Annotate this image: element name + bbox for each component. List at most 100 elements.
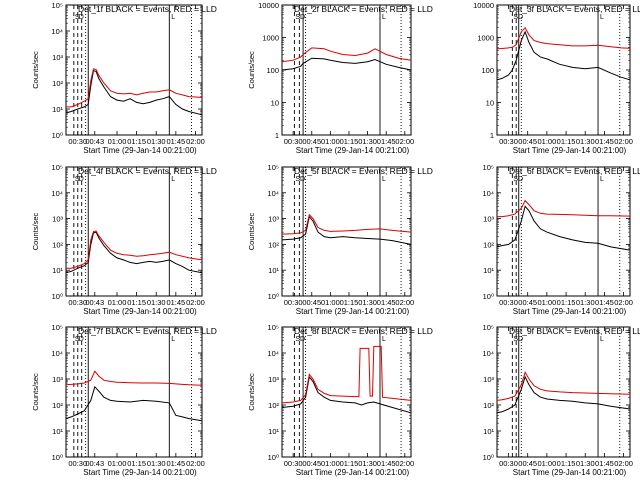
y-tick-label: 10² bbox=[268, 240, 279, 249]
x-tick-label: 01:00 bbox=[537, 298, 556, 307]
x-tick-label: 01:45 bbox=[377, 137, 396, 146]
chart-title: Det_6f BLACK = Events, RED = LLD bbox=[509, 166, 640, 176]
x-tick-label: 02:00 bbox=[614, 459, 633, 468]
plot-frame bbox=[496, 166, 631, 297]
chart-panel-1: Det_1f BLACK = Events, RED = LLD 10⁰ 10¹ 10… bbox=[31, 1, 217, 155]
x-tick-label: 00:30 bbox=[68, 459, 87, 468]
y-tick-label: 10¹ bbox=[52, 427, 63, 436]
chart-panel-4: Det_4f BLACK = Events, RED = LLD 10⁰ 10¹ 10… bbox=[31, 163, 217, 316]
x-axis-label: Start Time (29-Jan-14 00:21:00) bbox=[296, 146, 410, 155]
x-tick-label: 01:30 bbox=[147, 459, 166, 468]
x-axis-label: Start Time (29-Jan-14 00:21:00) bbox=[513, 146, 627, 155]
marker-label: SD bbox=[513, 176, 523, 183]
plot-frame bbox=[65, 326, 203, 458]
chart-panel-7: Det_7f BLACK = Events, RED = LLD 10⁰ 10¹ 10… bbox=[31, 323, 217, 477]
marker-label: S bbox=[75, 336, 80, 343]
lld-series-line bbox=[496, 26, 631, 50]
y-tick-label: 10¹ bbox=[483, 427, 494, 436]
x-tick-label: 01:45 bbox=[166, 137, 185, 146]
marker-label: L bbox=[600, 176, 604, 183]
chart-title: Det_3f BLACK = Events, RED = LLD bbox=[509, 4, 640, 14]
x-tick-label: 01:15 bbox=[127, 459, 146, 468]
y-tick-label: 10⁵ bbox=[483, 163, 494, 172]
x-tick-label: 00:30 bbox=[499, 459, 518, 468]
y-tick-label: 10⁵ bbox=[52, 163, 63, 172]
marker-label: L bbox=[382, 176, 386, 183]
events-series-line bbox=[65, 385, 203, 422]
y-tick-label: 10¹ bbox=[52, 105, 63, 114]
y-axis-label: Counts/sec bbox=[31, 373, 40, 411]
x-tick-label: 01:00 bbox=[321, 298, 340, 307]
events-series-line bbox=[281, 215, 412, 245]
x-tick-label: 00:45 bbox=[302, 459, 321, 468]
y-tick-label: 10 bbox=[486, 99, 494, 108]
y-tick-label: 10⁴ bbox=[51, 189, 63, 198]
x-tick-label: 00:30 bbox=[284, 298, 303, 307]
plot-frame bbox=[65, 166, 203, 297]
lld-series-line bbox=[66, 230, 203, 269]
marker-label: SD bbox=[295, 176, 305, 183]
y-tick-label: 10⁴ bbox=[482, 349, 494, 358]
x-tick-label: 01:15 bbox=[340, 137, 359, 146]
marker-label: L bbox=[171, 336, 175, 343]
x-tick-label: 01:00 bbox=[321, 137, 340, 146]
lld-series-line bbox=[281, 213, 412, 235]
marker-label: SD bbox=[513, 336, 523, 343]
lld-series-line bbox=[497, 199, 631, 218]
y-tick-label: 10⁵ bbox=[268, 163, 279, 172]
marker-label: S bbox=[75, 14, 80, 21]
lld-series-line bbox=[281, 345, 412, 404]
x-tick-label: 00:45 bbox=[518, 137, 537, 146]
y-tick-label: 10 bbox=[271, 99, 279, 108]
x-tick-label: 01:30 bbox=[358, 298, 377, 307]
x-tick-label: 02:00 bbox=[395, 137, 414, 146]
x-axis-label: Start Time (29-Jan-14 00:21:00) bbox=[83, 468, 197, 477]
x-tick-label: 00:43 bbox=[85, 137, 104, 146]
y-tick-label: 1 bbox=[490, 131, 494, 140]
marker-label: D bbox=[79, 14, 84, 21]
y-tick-label: 10³ bbox=[268, 375, 279, 384]
x-tick-label: 01:00 bbox=[537, 137, 556, 146]
y-tick-label: 100 bbox=[481, 66, 494, 75]
y-tick-label: 10¹ bbox=[52, 266, 63, 275]
y-tick-label: 10⁰ bbox=[483, 292, 494, 301]
y-tick-label: 1000 bbox=[477, 34, 494, 43]
y-tick-label: 10² bbox=[52, 79, 63, 88]
marker-label: L bbox=[382, 14, 386, 21]
x-tick-label: 00:43 bbox=[85, 459, 104, 468]
events-series-line bbox=[281, 57, 412, 71]
chart-title: Det_8f BLACK = Events, RED = LLD bbox=[294, 326, 433, 336]
y-tick-label: 10⁰ bbox=[52, 292, 63, 301]
events-series-line bbox=[281, 375, 412, 414]
x-tick-label: 00:45 bbox=[518, 459, 537, 468]
x-tick-label: 01:15 bbox=[340, 459, 359, 468]
x-axis-label: Start Time (29-Jan-14 00:21:00) bbox=[296, 307, 410, 316]
marker-label: SD bbox=[295, 336, 305, 343]
y-tick-label: 10000 bbox=[258, 1, 279, 10]
y-axis-label: Counts/sec bbox=[247, 373, 256, 411]
y-tick-label: 10⁵ bbox=[268, 323, 279, 332]
x-tick-label: 02:00 bbox=[186, 298, 205, 307]
y-tick-label: 10⁰ bbox=[268, 453, 279, 462]
marker-label: L bbox=[171, 14, 175, 21]
x-tick-label: 01:00 bbox=[108, 298, 127, 307]
y-tick-label: 100 bbox=[266, 66, 279, 75]
x-tick-label: 00:30 bbox=[284, 459, 303, 468]
plot-frame bbox=[496, 326, 631, 458]
chart-title: Det_4f BLACK = Events, RED = LLD bbox=[78, 166, 217, 176]
marker-label: S bbox=[75, 176, 80, 183]
x-tick-label: 01:30 bbox=[147, 137, 166, 146]
y-tick-label: 10² bbox=[483, 240, 494, 249]
x-tick-label: 01:30 bbox=[147, 298, 166, 307]
x-tick-label: 02:00 bbox=[614, 137, 633, 146]
x-tick-label: 00:30 bbox=[499, 298, 518, 307]
y-tick-label: 1 bbox=[275, 131, 279, 140]
x-tick-label: 01:15 bbox=[340, 298, 359, 307]
x-axis-label: Start Time (29-Jan-14 00:21:00) bbox=[296, 468, 410, 477]
x-tick-label: 01:15 bbox=[557, 459, 576, 468]
y-tick-label: 10³ bbox=[52, 375, 63, 384]
lld-series-line bbox=[281, 47, 412, 63]
y-tick-label: 10⁰ bbox=[483, 453, 494, 462]
x-axis-label: Start Time (29-Jan-14 00:21:00) bbox=[83, 146, 197, 155]
chart-title: Det_7f BLACK = Events, RED = LLD bbox=[78, 326, 217, 336]
